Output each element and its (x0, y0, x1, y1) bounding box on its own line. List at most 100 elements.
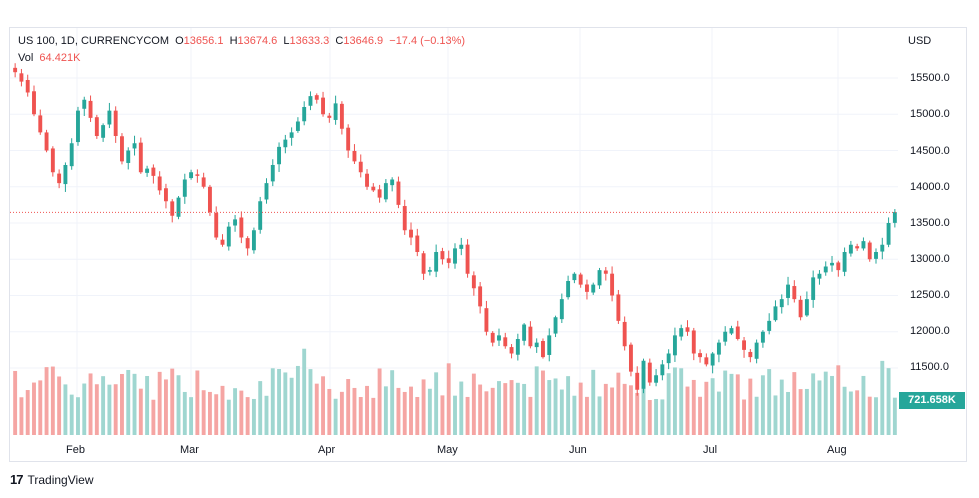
candle-body (541, 340, 545, 358)
candle-body (509, 347, 514, 354)
volume-bar (402, 391, 407, 435)
candle-body (760, 331, 765, 343)
y-tick-label: 13500.0 (910, 217, 950, 229)
candle-body (333, 103, 338, 120)
volume-bar (735, 374, 740, 435)
candle-body (94, 117, 99, 136)
candle-body (289, 132, 294, 138)
volume-bar (660, 399, 665, 435)
volume-bar (811, 373, 816, 435)
volume-bar (396, 387, 401, 435)
volume-bar (742, 399, 746, 435)
candle-body (773, 306, 778, 321)
candle-body (842, 252, 847, 272)
volume-bar (82, 383, 87, 435)
volume-bar (767, 369, 772, 435)
candle-body (402, 206, 407, 231)
candle-body (170, 201, 175, 216)
candle-body (264, 183, 269, 200)
volume-bar (19, 397, 24, 435)
candle-body (723, 331, 728, 342)
tradingview-brand[interactable]: 17 TradingView (10, 472, 94, 487)
volume-bar (339, 391, 344, 435)
candle-body (610, 273, 615, 296)
close-value: 13646.9 (343, 35, 384, 47)
volume-bar (346, 379, 351, 435)
candle-body (478, 286, 483, 307)
candle-body (421, 253, 426, 274)
candle-body (358, 161, 363, 173)
x-tick-label: May (437, 444, 458, 456)
volume-bar (132, 373, 137, 435)
volume-bar (239, 390, 244, 435)
volume-bar (151, 399, 156, 435)
volume-bar (50, 366, 55, 435)
volume-bar (164, 379, 168, 435)
volume-bar (679, 368, 684, 435)
volume-bar (786, 391, 790, 435)
volume-bar (270, 368, 275, 435)
candle-body (176, 197, 181, 217)
candle-body (729, 328, 734, 334)
y-tick-label: 14500.0 (910, 145, 950, 157)
volume-bar (195, 370, 200, 435)
volume-bar (817, 380, 822, 435)
volume-bar (157, 371, 162, 435)
candle-body (679, 328, 684, 337)
candle-body (654, 375, 659, 383)
volume-bar (704, 381, 709, 435)
symbol-label[interactable]: US 100, 1D, CURRENCYCOM (18, 35, 169, 47)
candle-body (63, 165, 68, 185)
candle-body (390, 179, 395, 186)
volume-bar (390, 370, 395, 435)
candle-body (867, 242, 872, 260)
candle-body (886, 223, 891, 245)
candle-body (685, 327, 690, 332)
volume-bar (848, 391, 853, 435)
volume-bar (754, 396, 759, 435)
volume-bar (415, 396, 420, 435)
currency-label[interactable]: USD (908, 35, 932, 47)
volume-bar (855, 390, 860, 435)
volume-bar (886, 368, 891, 435)
candle-body (13, 67, 18, 73)
candle-body (628, 344, 633, 372)
candle-body (735, 326, 740, 339)
candle-body (270, 165, 275, 182)
candle-body (465, 244, 470, 274)
volume-bar (666, 373, 671, 435)
candle-body (591, 284, 596, 293)
volume-bar (647, 399, 652, 435)
volume-bar (892, 397, 897, 435)
volume-bar (453, 395, 457, 435)
volume-bar (233, 388, 238, 435)
candle-body (377, 189, 382, 198)
candle-body (874, 252, 878, 259)
y-tick-label: 12500.0 (910, 289, 950, 301)
candle-body (622, 321, 627, 347)
volume-bar (622, 383, 627, 435)
candle-body (283, 139, 288, 148)
candle-body (44, 132, 49, 151)
volume-bar (365, 385, 369, 435)
candle-body (572, 273, 577, 281)
candle-body (365, 173, 369, 187)
change-value: −17.4 (−0.13%) (389, 35, 466, 47)
volume-bar (251, 398, 256, 435)
candle-body (446, 258, 451, 263)
candle-body (804, 299, 809, 316)
candle-body (861, 241, 866, 249)
candle-body (157, 176, 162, 191)
candle-body (547, 335, 552, 355)
volume-bar (779, 379, 784, 435)
volume-bar (76, 397, 80, 435)
volume-bar (471, 373, 476, 435)
volume-bar (113, 384, 118, 435)
volume-bar (503, 383, 508, 435)
candle-body (597, 270, 602, 286)
volume-bar (289, 377, 294, 435)
candle-body (415, 235, 420, 252)
candle-body (647, 362, 652, 383)
candle-body (635, 372, 640, 390)
